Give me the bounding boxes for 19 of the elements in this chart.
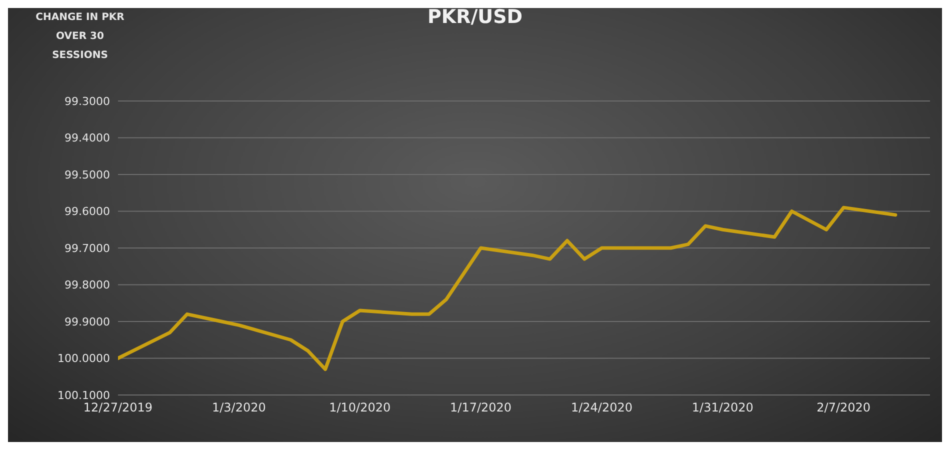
x-tick-label: 1/31/2020	[692, 400, 754, 415]
x-tick-label: 1/10/2020	[329, 400, 391, 415]
x-tick-label: 12/27/2019	[83, 400, 153, 415]
x-tick-label: 1/17/2020	[450, 400, 512, 415]
x-tick-label: 1/24/2020	[570, 400, 633, 415]
x-tick-label: 2/7/2020	[816, 400, 871, 415]
y-tick-label: 99.3000	[64, 94, 110, 108]
line-series	[118, 206, 898, 372]
y-tick-label: 99.4000	[64, 132, 110, 145]
y-tick-label: 99.7000	[64, 242, 110, 255]
y-tick-label: 99.5000	[64, 168, 110, 182]
y-axis-title: CHANGE IN PKR OVER 30 SESSIONS	[34, 11, 126, 63]
x-tick-label: 1/3/2020	[212, 400, 266, 415]
y-tick-label: 99.8000	[64, 278, 110, 292]
y-tick-label: 100.1000	[58, 388, 110, 402]
chart-title: PKR/USD	[427, 6, 523, 28]
y-tick-label: 99.6000	[64, 205, 110, 218]
y-tick-label: 99.9000	[64, 315, 110, 328]
y-tick-label: 100.0000	[58, 352, 110, 366]
